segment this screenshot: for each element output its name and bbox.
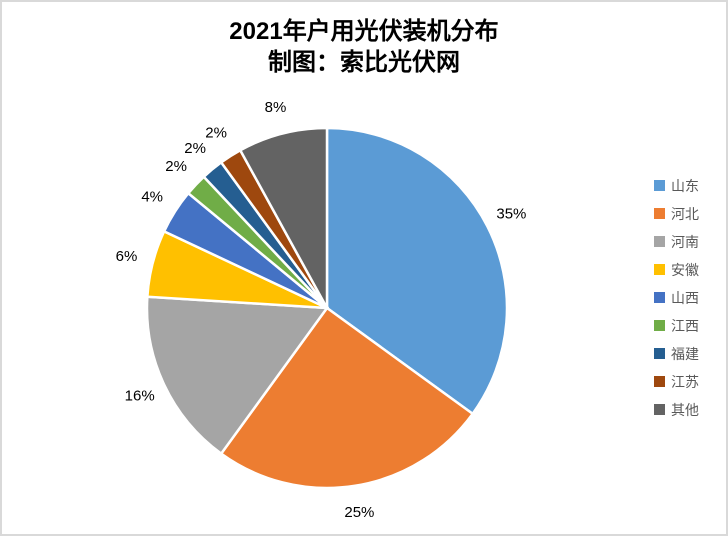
- legend-swatch-icon: [654, 264, 665, 275]
- legend-label: 山西: [671, 289, 699, 306]
- legend-swatch-icon: [654, 236, 665, 247]
- slice-label-山西: 4%: [141, 189, 163, 206]
- slice-label-河北: 25%: [344, 504, 374, 521]
- slice-label-江苏: 2%: [205, 125, 227, 142]
- legend-label: 山东: [671, 177, 699, 194]
- legend-item-江西: 江西: [654, 315, 699, 336]
- pie-slice-山东: [325, 126, 509, 416]
- legend-swatch-icon: [654, 292, 665, 303]
- legend-item-江苏: 江苏: [654, 371, 699, 392]
- pie-slice-河北: [219, 306, 475, 490]
- legend-item-安徽: 安徽: [654, 259, 699, 280]
- legend-label: 江苏: [671, 373, 699, 390]
- legend-item-河北: 河北: [654, 203, 699, 224]
- legend-swatch-icon: [654, 348, 665, 359]
- slice-label-安徽: 6%: [116, 248, 138, 265]
- legend-item-河南: 河南: [654, 231, 699, 252]
- legend-label: 福建: [671, 345, 699, 362]
- pie-slice-河南: [145, 295, 330, 456]
- legend-label: 江西: [671, 317, 699, 334]
- legend-item-山西: 山西: [654, 287, 699, 308]
- legend-item-山东: 山东: [654, 175, 699, 196]
- legend-label: 河南: [671, 233, 699, 250]
- slice-label-山东: 35%: [496, 206, 526, 223]
- legend-swatch-icon: [654, 208, 665, 219]
- legend-swatch-icon: [654, 180, 665, 191]
- legend-item-其他: 其他: [654, 399, 699, 420]
- legend-label: 河北: [671, 205, 699, 222]
- legend-label: 安徽: [671, 261, 699, 278]
- slice-label-福建: 2%: [184, 140, 206, 157]
- legend-swatch-icon: [654, 376, 665, 387]
- legend: 山东河北河南安徽山西江西福建江苏其他: [654, 175, 699, 420]
- slice-label-江西: 2%: [165, 158, 187, 175]
- legend-swatch-icon: [654, 404, 665, 415]
- slice-label-河南: 16%: [125, 388, 155, 405]
- legend-item-福建: 福建: [654, 343, 699, 364]
- legend-swatch-icon: [654, 320, 665, 331]
- slice-label-其他: 8%: [265, 99, 287, 116]
- pie-slice-其他: [238, 126, 329, 309]
- legend-label: 其他: [671, 401, 699, 418]
